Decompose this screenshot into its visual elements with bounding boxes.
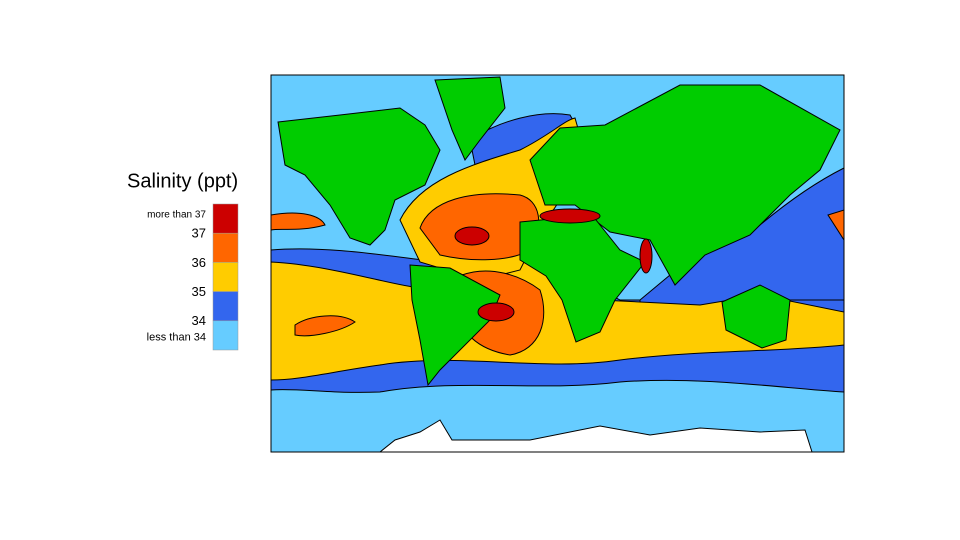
legend-swatch <box>212 320 239 351</box>
legend: more than 37 37 36 35 34 less than 34 <box>147 203 239 351</box>
legend-swatch <box>212 203 239 234</box>
legend-swatch <box>212 232 239 263</box>
salinity-max <box>539 208 601 224</box>
continent <box>434 76 506 161</box>
legend-swatch <box>212 262 239 292</box>
zone-35-36 <box>270 254 845 381</box>
legend-title: Salinity (ppt) <box>127 170 238 192</box>
legend-label: 37 <box>192 226 206 241</box>
zone-36-37 <box>419 193 540 261</box>
zone-36-37 <box>294 315 356 337</box>
legend-swatch <box>212 291 239 322</box>
legend-label: more than 37 <box>147 210 206 221</box>
salinity-max <box>639 238 653 274</box>
continent <box>519 214 646 343</box>
salinity-max <box>477 302 515 322</box>
legend-label: 34 <box>192 313 206 328</box>
salinity-max <box>454 226 490 246</box>
continent <box>409 264 501 387</box>
continent <box>277 107 441 246</box>
legend-label: 36 <box>192 255 206 270</box>
zone-36-37 <box>270 212 326 231</box>
legend-label: 35 <box>192 284 206 299</box>
antarctica <box>378 419 813 453</box>
zone-36-37 <box>827 209 845 242</box>
map <box>270 74 845 453</box>
continent <box>721 284 791 349</box>
legend-label: less than 34 <box>147 332 206 344</box>
